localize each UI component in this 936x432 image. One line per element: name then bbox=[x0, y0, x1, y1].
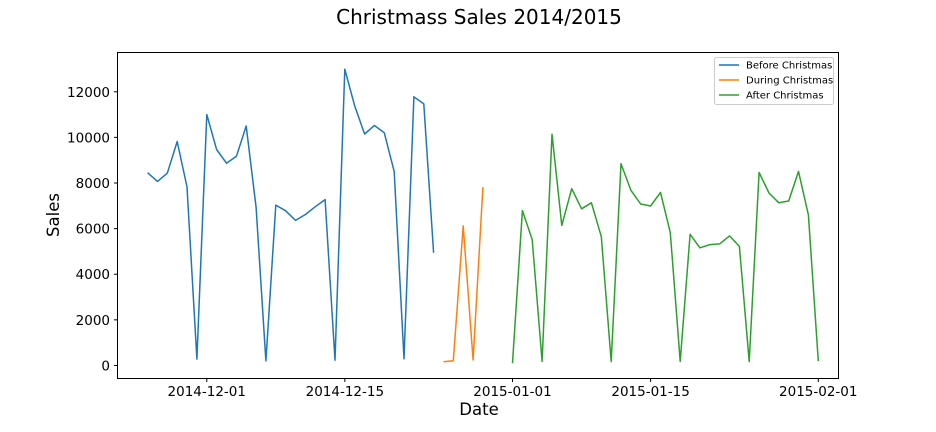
y-tick-label: 10000 bbox=[67, 130, 110, 146]
legend-box bbox=[714, 57, 834, 105]
x-tick-label: 2015-01-01 bbox=[473, 384, 551, 400]
plot-frame bbox=[117, 52, 839, 379]
x-tick-label: 2014-12-01 bbox=[168, 384, 246, 400]
series-line-0 bbox=[147, 68, 435, 362]
y-axis-title: Sales bbox=[44, 193, 63, 237]
legend: Before Christmas During Christmas After Ch… bbox=[714, 57, 834, 105]
series-group bbox=[147, 68, 820, 364]
legend-label-1: During Christmas bbox=[746, 76, 833, 87]
chart-title: Christmass Sales 2014/2015 bbox=[336, 5, 622, 29]
y-tick-label: 2000 bbox=[76, 313, 110, 329]
y-tick-label: 8000 bbox=[76, 176, 110, 192]
x-axis-title: Date bbox=[459, 400, 498, 419]
x-axis: 2014-12-01 2014-12-15 2015-01-01 2015-01-15… bbox=[168, 378, 858, 400]
series-line-1 bbox=[443, 187, 484, 363]
y-axis: 0 2000 4000 6000 8000 10000 12000 bbox=[67, 85, 118, 374]
x-tick-label: 2014-12-15 bbox=[306, 384, 384, 400]
y-tick-label: 4000 bbox=[76, 267, 110, 283]
x-tick-label: 2015-01-15 bbox=[611, 384, 689, 400]
legend-label-2: After Christmas bbox=[746, 91, 824, 102]
legend-label-0: Before Christmas bbox=[746, 61, 832, 72]
y-tick-label: 0 bbox=[101, 358, 110, 374]
x-tick-label: 2015-02-01 bbox=[779, 384, 857, 400]
y-tick-label: 12000 bbox=[67, 85, 110, 101]
series-line-2 bbox=[511, 133, 820, 364]
y-tick-label: 6000 bbox=[76, 222, 110, 238]
